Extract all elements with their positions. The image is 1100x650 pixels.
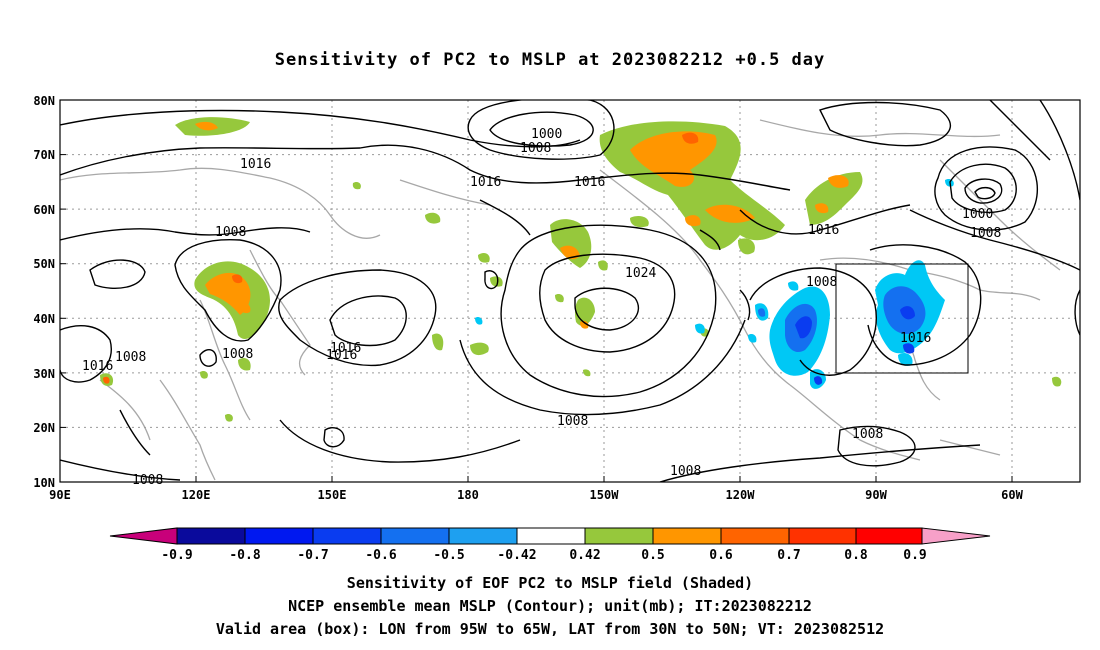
colorbar-swatch [584,527,654,545]
mslp-contours [60,100,1080,482]
colorbar-label: 0.42 [569,548,600,563]
contour-label: 1008 [222,347,253,362]
contour-label: 1008 [557,414,588,429]
lat-label: 20N [33,421,55,435]
colorbar-swatch [516,527,586,545]
lon-label: 150W [590,488,620,502]
lat-label: 30N [33,367,55,381]
contour-label: 1008 [852,427,883,442]
lon-label: 120W [726,488,756,502]
lat-label: 70N [33,148,55,162]
colorbar-swatch [312,527,382,545]
lat-label: 50N [33,257,55,271]
lat-label: 40N [33,312,55,326]
colorbar-swatch [855,527,923,545]
colorbar-label: -0.7 [297,548,328,563]
contour-label: 1000 [531,127,562,142]
contour-label: 1008 [115,350,146,365]
colorbar-swatch [720,527,790,545]
contour-label: 1016 [574,175,605,190]
lon-label: 90E [49,488,71,502]
caption-line-1: Sensitivity of EOF PC2 to MSLP field (Sh… [346,574,754,592]
contour-label: 1016 [82,359,113,374]
contour-label: 1016 [470,175,501,190]
plot-frame [59,99,1081,483]
colorbar-swatch [788,527,857,545]
colorbar-label: -0.5 [433,548,464,563]
contour-label: 1016 [240,157,271,172]
colorbar-swatch [380,527,450,545]
colorbar-labels: -0.9 -0.8 -0.7 -0.6 -0.5 -0.42 0.42 0.5 … [161,548,926,563]
colorbar-label: 0.7 [777,548,800,563]
colorbar-label: 0.9 [903,548,926,563]
shaded-negative [475,178,954,389]
colorbar-label: -0.9 [161,548,192,563]
colorbar-swatch [448,527,518,545]
contour-label: 1008 [132,473,163,488]
contour-label: 1008 [520,141,551,156]
contour-label: 1008 [670,464,701,479]
colorbar-swatch [244,527,314,545]
caption-line-2: NCEP ensemble mean MSLP (Contour); unit(… [288,597,812,615]
colorbar-label: -0.6 [365,548,396,563]
contour-label: 1016 [900,331,931,346]
colorbar-swatch [109,527,178,545]
lat-label: 10N [33,476,55,490]
contour-label: 1016 [326,348,357,363]
plot-title: Sensitivity of PC2 to MSLP at 2023082212… [274,50,826,70]
contour-label: 1000 [962,207,993,222]
lon-labels: 90E 120E 150E 180 150W 120W 90W 60W [49,488,1023,502]
colorbar-label: -0.8 [229,548,260,563]
contour-label: 1024 [625,266,656,281]
contour-label: 1016 [330,341,361,356]
colorbar-swatch [652,527,722,545]
contour-label: 1008 [215,225,246,240]
lat-labels: 80N 70N 60N 50N 40N 30N 20N 10N [33,94,55,490]
colorbar-label: 0.5 [641,548,664,563]
contour-labels: 1000 1008 1016 1016 1016 1024 1008 1016 … [82,127,1001,488]
lon-label: 180 [457,488,479,502]
colorbar-label: 0.8 [844,548,868,563]
caption-line-3: Valid area (box): LON from 95W to 65W, L… [215,620,885,638]
contour-label: 1008 [806,275,837,290]
contour-label: 1016 [808,223,839,238]
lat-label: 60N [33,203,55,217]
graticule [60,100,1080,482]
lat-label: 80N [33,94,55,108]
lon-label: 120E [182,488,211,502]
shaded-positive [100,117,1062,422]
lon-label: 150E [318,488,347,502]
colorbar-swatch [921,527,991,545]
contour-label: 1008 [970,226,1001,241]
colorbar-swatch [176,527,246,545]
colorbar-label: 0.6 [709,548,733,563]
axis-ticks [59,99,1013,483]
colorbar-label: -0.42 [497,548,536,563]
valid-area-box [835,263,969,374]
lon-label: 60W [1001,488,1023,502]
colorbar [109,527,991,545]
lon-label: 90W [865,488,887,502]
